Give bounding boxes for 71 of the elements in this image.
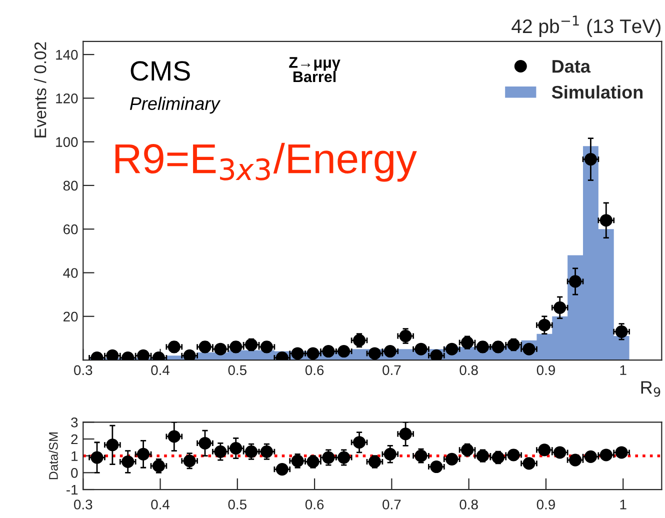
point (414, 342, 428, 356)
x-tick-label: 1 (620, 500, 626, 510)
y-tick-label: 140 (56, 50, 78, 60)
point (522, 457, 536, 470)
annotation: Barrel (293, 70, 336, 82)
point (137, 448, 150, 460)
annotation: CMS (130, 61, 190, 81)
x-tick-label: 0.7 (382, 500, 401, 510)
y-tick-label: 40 (63, 268, 78, 278)
point (584, 152, 597, 166)
point (122, 455, 134, 468)
y-tick-label: 120 (56, 94, 78, 104)
point (600, 214, 612, 227)
legend-label: Simulation (552, 85, 643, 99)
y-tick-label: 0 (71, 468, 78, 478)
x-axis-title: R$_{9}$ (641, 381, 660, 397)
y-tick-label: 20 (64, 312, 78, 322)
point (461, 444, 474, 456)
x-tick-label: 0.4 (151, 500, 170, 510)
x-tick-label: 0.6 (305, 500, 324, 510)
point (522, 342, 536, 356)
point (90, 451, 104, 464)
point (399, 428, 412, 440)
x-tick-label: 0.3 (74, 500, 92, 510)
point (414, 450, 428, 462)
x-tick-label: 0.5 (228, 500, 246, 510)
y-tick-label: 3 (71, 418, 78, 428)
point (446, 342, 458, 356)
point (168, 340, 180, 354)
point (106, 438, 119, 452)
x-tick-label: 1 (620, 365, 626, 375)
point (198, 436, 212, 450)
y-tick-label: 100 (56, 137, 78, 147)
x-tick-label: 0.8 (460, 500, 478, 510)
point (168, 430, 180, 443)
point (569, 275, 582, 288)
annotation: R9=E$_{3x3}$/Energy (115, 142, 417, 182)
point (368, 455, 381, 468)
point (152, 460, 165, 472)
point (183, 454, 196, 468)
legend-label: Data (552, 60, 591, 73)
point (399, 330, 412, 342)
y-axis-title: Data/SM (48, 432, 58, 480)
x-tick-label: 0.7 (382, 365, 401, 376)
chart-title: 42 pb$^{−1}$ (13 TeV) (512, 16, 660, 38)
point (353, 334, 366, 347)
x-tick-label: 0.4 (151, 365, 170, 376)
y-axis-title: Events / 0.02 (34, 42, 46, 138)
point (384, 448, 396, 460)
x-tick-label: 0.6 (305, 365, 324, 376)
y-tick-label: 2 (71, 434, 78, 444)
point (430, 460, 443, 474)
y-tick-label: 80 (63, 180, 78, 191)
point (353, 436, 366, 449)
y-tick-label: 60 (64, 224, 78, 234)
point (430, 349, 443, 360)
y-tick-label: 1 (72, 451, 78, 461)
y-tick-label: -1 (66, 484, 78, 495)
point (461, 336, 474, 349)
x-tick-label: 0.3 (74, 365, 92, 376)
annotation: Z→μμγ (289, 57, 340, 71)
point (538, 318, 551, 332)
point (446, 452, 458, 466)
point (183, 349, 196, 360)
x-tick-label: 0.5 (228, 365, 246, 376)
annotation: Preliminary (130, 96, 221, 114)
x-tick-label: 0.8 (460, 365, 478, 376)
x-tick-label: 0.9 (536, 365, 555, 376)
point (554, 301, 566, 314)
x-tick-label: 0.9 (536, 500, 555, 510)
point (276, 463, 288, 476)
